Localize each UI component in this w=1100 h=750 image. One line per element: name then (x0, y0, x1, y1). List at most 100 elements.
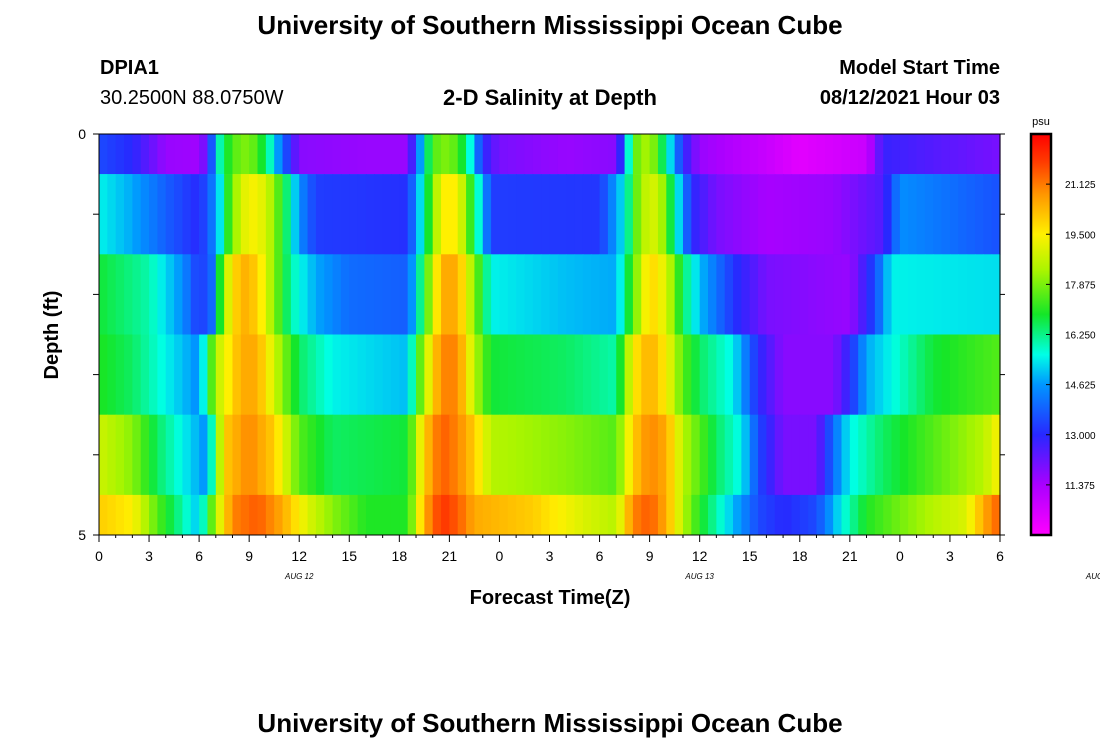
heatmap-cell (432, 174, 442, 255)
heatmap-cell (599, 174, 609, 255)
heatmap-cell (591, 134, 601, 175)
heatmap-cell (407, 334, 417, 415)
heatmap-cell (966, 254, 976, 335)
heatmap-cell (758, 134, 767, 175)
heatmap-cell (691, 134, 701, 175)
heatmap-cell (858, 494, 868, 536)
heatmap-cell (232, 494, 242, 536)
x-tick-label: 6 (996, 548, 1004, 564)
heatmap-cell (257, 174, 267, 255)
heatmap-cell (624, 254, 634, 335)
heatmap-cell (532, 174, 542, 255)
heatmap-cell (265, 414, 275, 496)
heatmap-cell (641, 414, 651, 496)
heatmap-cell (282, 414, 292, 496)
heatmap-cell (574, 494, 584, 536)
heatmap-cell (591, 334, 601, 415)
heatmap-cell (599, 414, 609, 496)
heatmap-cell (349, 174, 359, 255)
heatmap-cell (207, 174, 217, 255)
heatmap-cell (858, 334, 868, 415)
heatmap-cell (390, 334, 400, 415)
heatmap-cell (574, 334, 584, 415)
heatmap-cell (99, 414, 108, 496)
heatmap-cell (991, 254, 1001, 335)
heatmap-cell (524, 134, 534, 175)
heatmap-cell (849, 414, 859, 496)
heatmap-cell (424, 134, 434, 175)
heatmap-cell (165, 254, 175, 335)
heatmap-cell (566, 334, 576, 415)
heatmap-cell (149, 334, 158, 415)
heatmap-cell (632, 254, 642, 335)
heatmap-cell (124, 334, 133, 415)
heatmap-cell (549, 134, 559, 175)
heatmap-cell (824, 414, 834, 496)
heatmap-cell (457, 174, 467, 255)
heatmap-cell (607, 334, 617, 415)
heatmap-cell (557, 334, 567, 415)
heatmap-cell (332, 174, 342, 255)
heatmap-cell (624, 134, 634, 175)
heatmap-cell (899, 174, 909, 255)
heatmap-cell (574, 414, 584, 496)
heatmap-cell (149, 494, 158, 536)
heatmap-cell (340, 254, 350, 335)
heatmap-cell (182, 414, 192, 496)
heatmap-cell (491, 254, 501, 335)
heatmap-cell (924, 134, 934, 175)
heatmap-cell (833, 134, 843, 175)
heatmap-cell (499, 334, 509, 415)
heatmap-cell (674, 334, 684, 415)
heatmap-cell (340, 134, 350, 175)
heatmap-cell (924, 334, 934, 415)
heatmap-cell (774, 174, 784, 255)
heatmap-cell (549, 414, 559, 496)
heatmap-cell (457, 334, 467, 415)
heatmap-cell (132, 254, 142, 335)
heatmap-cell (199, 254, 209, 335)
heatmap-cell (833, 414, 843, 496)
heatmap-cell (849, 134, 859, 175)
heatmap-cell (541, 414, 551, 496)
heatmap-cell (699, 494, 709, 536)
heatmap-cell (307, 494, 317, 536)
heatmap-cell (390, 174, 400, 255)
heatmap-cell (307, 134, 317, 175)
heatmap-cell (783, 334, 793, 415)
colorbar-tick-label: 14.625 (1065, 381, 1096, 392)
heatmap-cell (566, 254, 576, 335)
heatmap-cell (516, 414, 526, 496)
heatmap-cell (307, 254, 317, 335)
heatmap-cell (432, 134, 442, 175)
heatmap-cell (482, 254, 492, 335)
heatmap-cell (474, 254, 484, 335)
heatmap-cell (224, 414, 234, 496)
heatmap-cell (891, 254, 901, 335)
heatmap-cell (582, 414, 592, 496)
heatmap-cell (249, 334, 259, 415)
heatmap-cell (607, 134, 617, 175)
heatmap-cell (941, 174, 951, 255)
heatmap-cell (708, 254, 717, 335)
heatmap-cell (691, 174, 701, 255)
heatmap-cell (632, 414, 642, 496)
heatmap-cell (941, 414, 951, 496)
heatmap-cell (949, 174, 959, 255)
heatmap-cell (474, 134, 484, 175)
heatmap-cell (257, 494, 267, 536)
y-axis: 05 (78, 126, 1005, 543)
x-tick-label: 12 (692, 548, 708, 564)
date-label: AUG 13 (684, 572, 714, 581)
heatmap-cell (808, 414, 818, 496)
heatmap-cell (733, 494, 742, 536)
heatmap-cell (299, 334, 309, 415)
heatmap-cell (449, 174, 459, 255)
heatmap-cell (657, 334, 667, 415)
colorbar-tick-label: 11.375 (1065, 481, 1095, 492)
heatmap-cell (674, 254, 684, 335)
heatmap-cell (891, 494, 901, 536)
heatmap-cell (282, 494, 292, 536)
heatmap-cell (149, 254, 158, 335)
heatmap-cell (899, 254, 909, 335)
